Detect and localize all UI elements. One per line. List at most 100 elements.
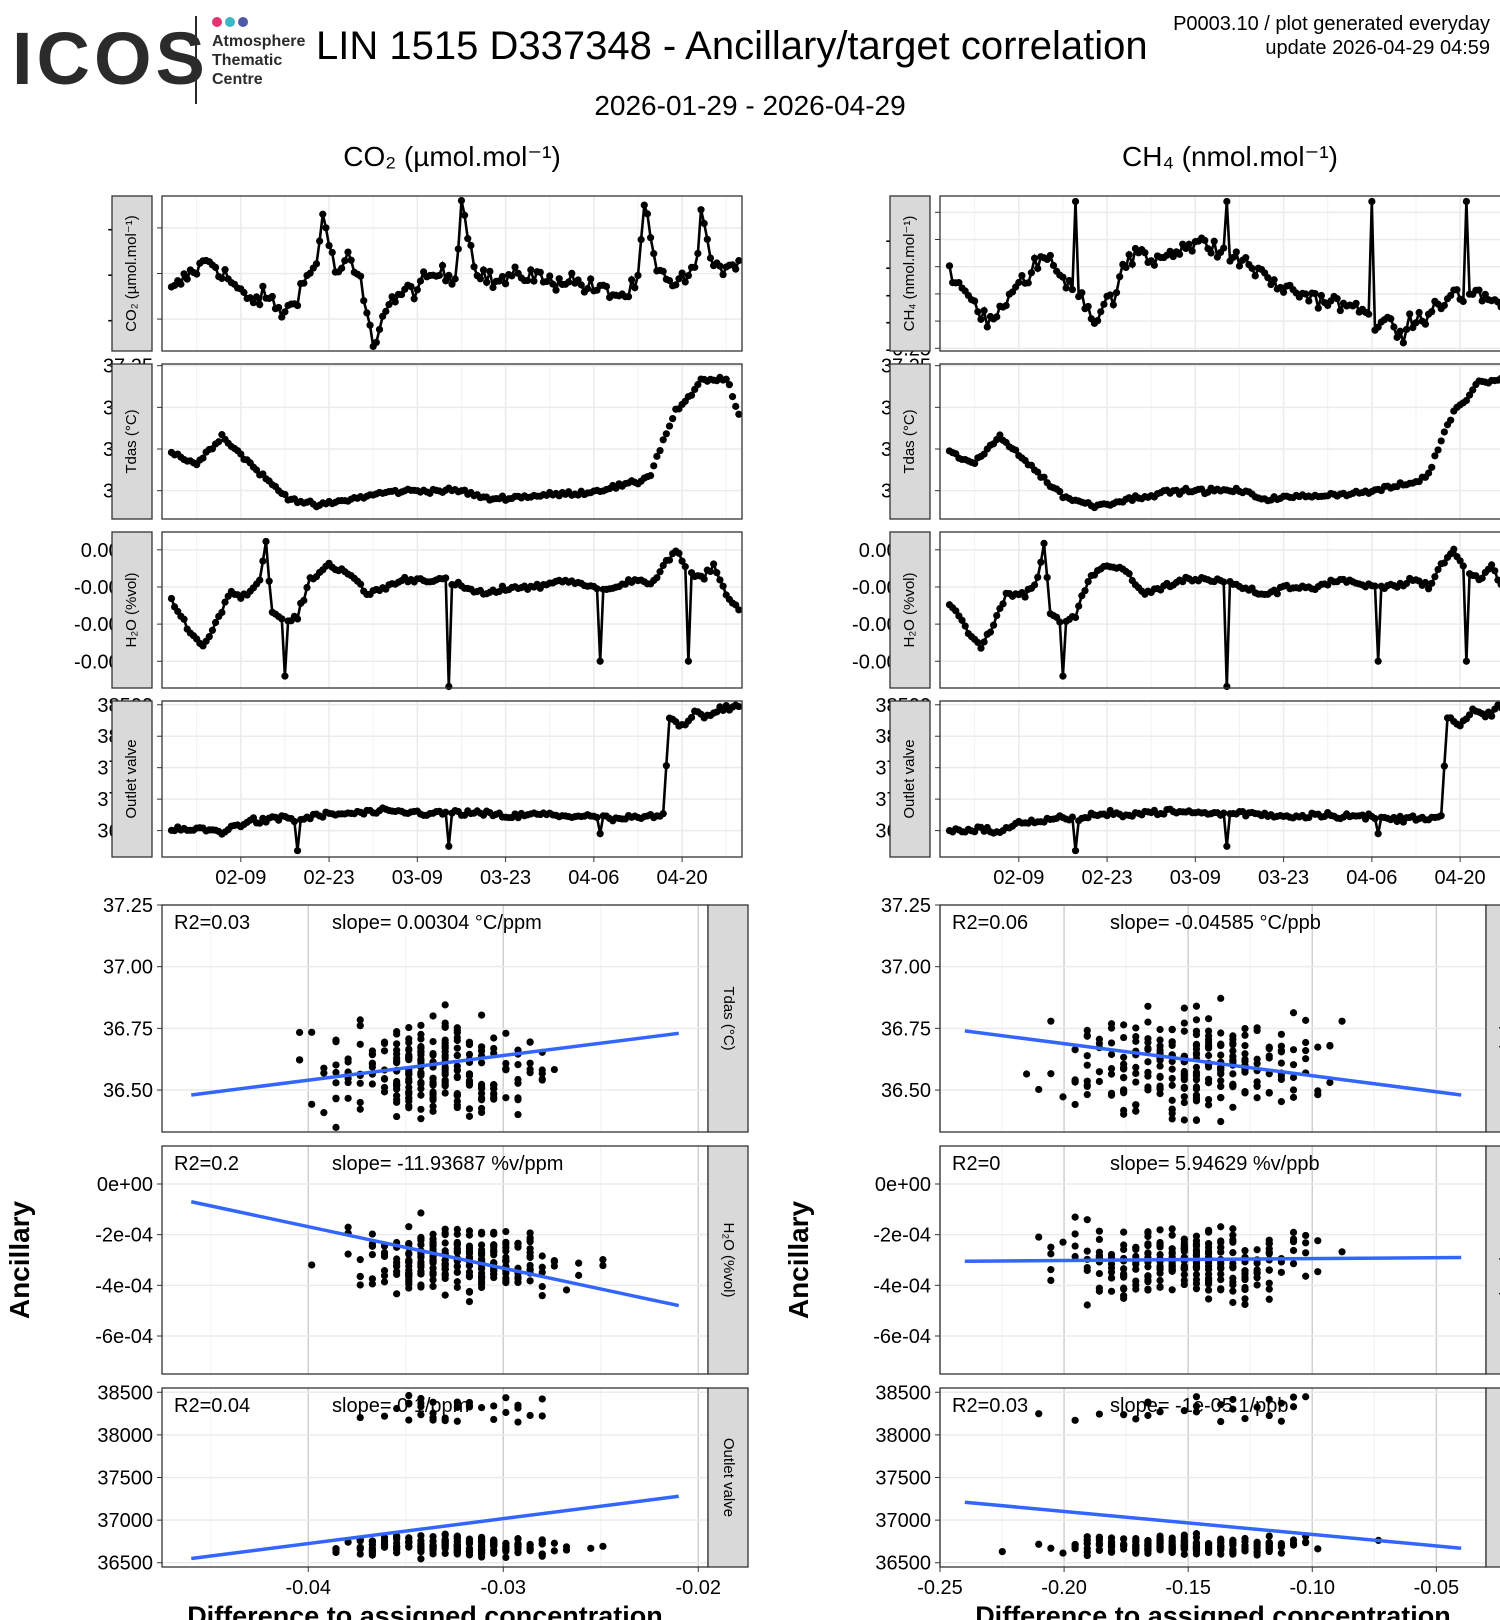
- scatter-point: [332, 1061, 340, 1069]
- data-point: [293, 615, 302, 623]
- scatter-point: [1180, 1084, 1188, 1092]
- scatter-point: [1107, 1534, 1116, 1542]
- scatter-point: [368, 1280, 376, 1288]
- scatter-panel-0: 37.25 37.00 36.75 36.50 R2=0.06 slope= -0.045…: [881, 895, 1500, 1133]
- scatter-point: [393, 1549, 401, 1557]
- scatter-point: [514, 1273, 522, 1281]
- scatter-point: [1253, 1082, 1261, 1090]
- data-point: [240, 288, 248, 297]
- data-point: [665, 556, 674, 564]
- scatter-point: [502, 1553, 510, 1562]
- slope-annotation: slope= -0.04585 °C/ppb: [1110, 912, 1321, 934]
- scatter-point: [490, 1034, 498, 1042]
- data-point: [732, 265, 740, 273]
- strip-label: H₂O (%vol): [1498, 1223, 1500, 1298]
- scatter-point: [490, 1549, 498, 1557]
- scatter-point: [1204, 1540, 1213, 1548]
- scatter-point: [1107, 1020, 1116, 1028]
- scatter-point: [356, 1272, 364, 1281]
- scatter-point: [1168, 1057, 1176, 1066]
- scatter-point: [405, 1249, 413, 1257]
- data-point: [438, 261, 447, 270]
- scatter-point: [1192, 1539, 1201, 1547]
- data-point: [583, 285, 592, 293]
- page-header: ICOS Atmosphere Thematic Centre LIN 1515…: [0, 0, 1500, 200]
- data-point: [1462, 657, 1471, 665]
- scatter-point: [1168, 1115, 1176, 1123]
- scatter-point: [1107, 1541, 1116, 1549]
- scatter-point: [368, 1080, 376, 1088]
- scatter-point: [490, 1402, 498, 1410]
- scatter-point: [332, 1068, 340, 1077]
- data-point: [435, 271, 443, 279]
- data-point: [1421, 578, 1430, 587]
- scatter-point: [1120, 1053, 1128, 1061]
- scatter-point: [998, 1548, 1006, 1556]
- data-point: [281, 672, 289, 680]
- y-tick-label: -2e-04: [873, 1225, 931, 1247]
- x-tick-label: 02-23: [303, 867, 354, 889]
- scatter-point: [1265, 1239, 1273, 1247]
- scatter-point: [526, 1411, 534, 1420]
- data-point: [303, 583, 311, 592]
- data-point: [1387, 315, 1395, 323]
- panel-strip: [1485, 904, 1500, 1133]
- scatter-point: [514, 1541, 522, 1549]
- scatter-point: [429, 1235, 437, 1243]
- scatter-point: [441, 1070, 449, 1079]
- data-point: [1497, 581, 1500, 588]
- scatter-point: [1204, 1295, 1213, 1303]
- scatter-point: [1314, 1087, 1322, 1095]
- scatter-point: [514, 1240, 522, 1248]
- scatter-panel-1: 0e+00 -2e-04 -4e-04 -6e-04 R2=0.2 slope= -11.…: [95, 1145, 749, 1375]
- scatter-point: [393, 1080, 401, 1088]
- logo-dot-blue: [238, 17, 248, 27]
- scatter-point: [550, 1539, 558, 1547]
- scatter-point: [429, 1096, 437, 1104]
- scatter-point: [1241, 1031, 1249, 1039]
- scatter-point: [1071, 1100, 1079, 1109]
- scatter-point: [1217, 1077, 1225, 1085]
- data-point: [306, 269, 314, 277]
- regression-line: [190, 1200, 680, 1308]
- data-point: [1440, 762, 1448, 770]
- scatter-point: [1253, 1281, 1261, 1289]
- data-point: [669, 414, 677, 423]
- data-point: [1475, 286, 1483, 294]
- scatter-point: [405, 1088, 413, 1096]
- scatter-point: [538, 1552, 546, 1560]
- r2-annotation: R2=0.06: [952, 912, 1028, 934]
- x-tick-label: 03-23: [1258, 867, 1309, 889]
- scatter-point: [405, 1280, 413, 1288]
- scatter-point: [1071, 1242, 1079, 1250]
- data-point: [1270, 276, 1278, 284]
- data-point: [1075, 602, 1083, 610]
- data-point: [958, 616, 966, 624]
- panel-background: [940, 905, 1486, 1132]
- scatter-point: [368, 1275, 376, 1283]
- scatter-point: [1217, 1094, 1225, 1102]
- data-point: [385, 300, 393, 309]
- scatter-point: [1192, 1270, 1201, 1279]
- scatter-point: [1229, 1032, 1237, 1040]
- logo-dot-pink: [212, 17, 222, 27]
- scatter-point: [417, 1544, 425, 1552]
- data-point: [977, 315, 985, 323]
- scatter-point: [1217, 1276, 1225, 1284]
- r2-annotation: R2=0.03: [952, 1395, 1028, 1417]
- scatter-point: [1217, 1041, 1225, 1050]
- data-point: [498, 272, 507, 281]
- scatter-point: [393, 1270, 401, 1279]
- scatter-point: [1083, 1031, 1091, 1040]
- scatter-point: [1229, 1287, 1237, 1295]
- scatter-point: [1192, 1232, 1201, 1240]
- ts-panel-3: 3850038000375003700036500Outlet valve02-…: [875, 695, 1500, 889]
- y-axis-title: Ancillary: [783, 1200, 814, 1319]
- data-point: [366, 321, 374, 329]
- data-point: [180, 615, 188, 623]
- panel-strip: [1485, 1387, 1500, 1568]
- scatter-point: [417, 1399, 425, 1407]
- scatter-point: [1168, 1025, 1176, 1033]
- scatter-point: [1241, 1537, 1249, 1546]
- scatter-point: [1302, 1538, 1310, 1546]
